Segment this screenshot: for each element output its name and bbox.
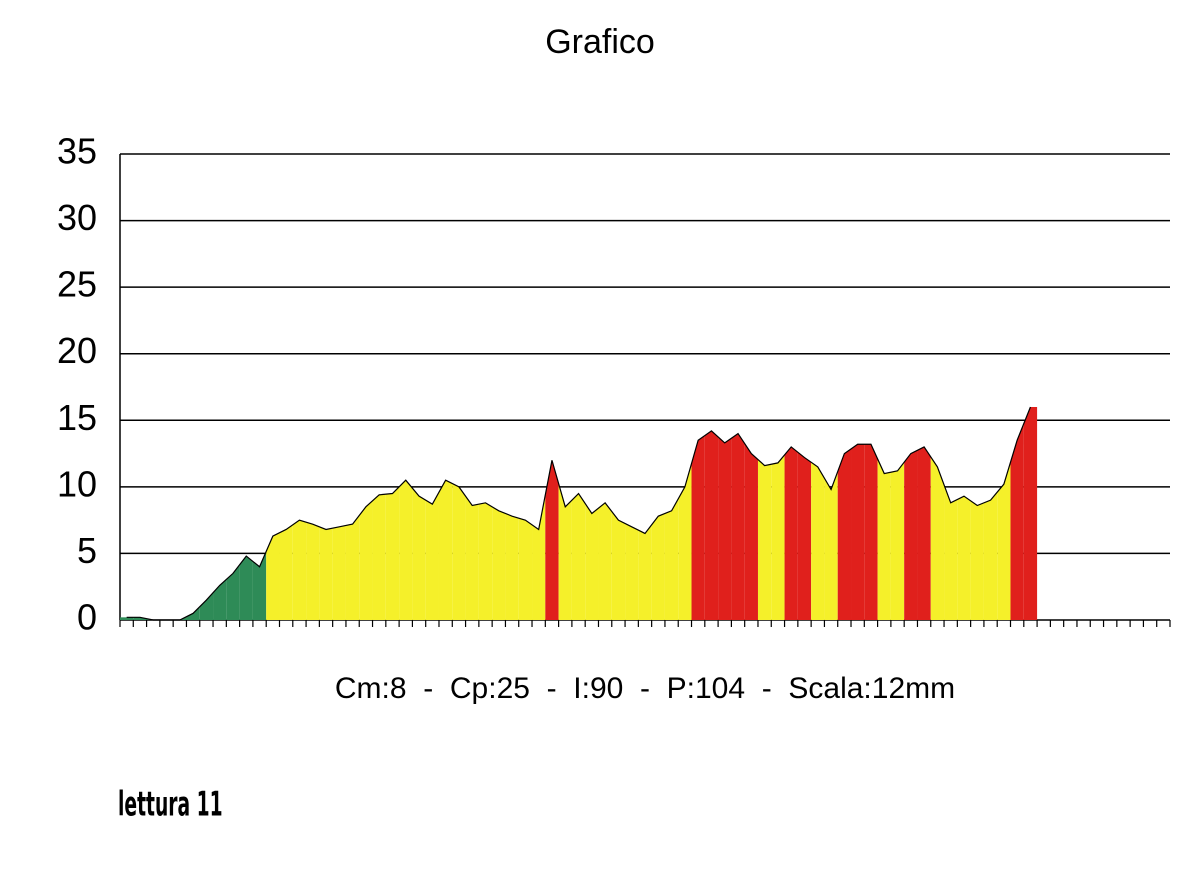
area-slice bbox=[1010, 423, 1024, 620]
area-slice bbox=[890, 462, 905, 620]
y-tick-label: 5 bbox=[77, 530, 97, 571]
area-slice bbox=[319, 526, 333, 620]
area-slice bbox=[252, 551, 267, 620]
area-slice bbox=[279, 524, 293, 620]
area-slice bbox=[731, 433, 745, 620]
area-slice bbox=[239, 556, 253, 620]
area-slice bbox=[718, 436, 732, 620]
y-tick-label: 15 bbox=[57, 397, 97, 438]
area-slice bbox=[465, 496, 479, 620]
area-slice bbox=[611, 511, 626, 620]
area-slice bbox=[385, 486, 400, 620]
y-tick-label: 0 bbox=[77, 597, 97, 638]
y-tick-label: 25 bbox=[57, 264, 97, 305]
chart-subtitle: Cm:8 - Cp:25 - I:90 - P:104 - Scala:12mm bbox=[335, 672, 955, 705]
y-tick-label: 10 bbox=[57, 463, 97, 504]
area-slice bbox=[664, 498, 679, 620]
area-slice bbox=[518, 518, 533, 620]
area-slice bbox=[917, 446, 931, 620]
area-slice bbox=[771, 454, 785, 620]
area-slice bbox=[930, 456, 945, 620]
area-slice bbox=[585, 503, 599, 620]
area-slice bbox=[757, 459, 772, 620]
area-slice bbox=[784, 446, 798, 620]
area-slice bbox=[944, 484, 958, 620]
area-slice bbox=[997, 462, 1011, 620]
area-slice bbox=[412, 488, 426, 620]
area-slice bbox=[638, 524, 652, 620]
area-slice bbox=[399, 480, 413, 620]
area-slice bbox=[571, 493, 586, 620]
area-slice bbox=[545, 460, 559, 620]
area-slice bbox=[837, 448, 852, 620]
area-slice bbox=[598, 502, 612, 620]
area-slice bbox=[1023, 406, 1038, 620]
area-slice bbox=[651, 513, 665, 620]
area-slice bbox=[877, 458, 891, 620]
area-outline bbox=[126, 406, 1031, 621]
area-slice bbox=[957, 496, 971, 620]
area-slice bbox=[292, 520, 307, 620]
area-slice bbox=[345, 515, 360, 620]
chart-title: Grafico bbox=[545, 23, 655, 61]
y-tick-label: 35 bbox=[57, 131, 97, 172]
area-slice bbox=[864, 444, 878, 620]
area-slice bbox=[505, 513, 519, 620]
area-slice bbox=[332, 525, 346, 620]
y-tick-label: 20 bbox=[57, 330, 97, 371]
area-slice bbox=[625, 523, 639, 620]
area-slice bbox=[797, 452, 812, 620]
area-slice bbox=[266, 532, 280, 620]
area-slice bbox=[824, 471, 838, 620]
area-slice bbox=[851, 444, 865, 620]
footnote: lettura 11 bbox=[118, 786, 223, 824]
area-slice bbox=[704, 430, 719, 620]
area-slice bbox=[904, 450, 918, 620]
y-tick-label: 30 bbox=[57, 197, 97, 238]
area-slice bbox=[173, 616, 187, 620]
area-slice bbox=[306, 522, 320, 620]
area-slice bbox=[678, 463, 692, 620]
area-slice bbox=[691, 435, 705, 620]
area-slice bbox=[492, 506, 506, 620]
area-slice bbox=[438, 480, 453, 620]
area-slice bbox=[811, 462, 825, 620]
area-slice bbox=[744, 443, 758, 620]
area-slice bbox=[558, 483, 572, 620]
area-slice bbox=[532, 494, 546, 620]
area-slice bbox=[425, 492, 439, 620]
area-slice bbox=[359, 500, 373, 620]
area-slice bbox=[226, 564, 240, 620]
area-slice bbox=[983, 492, 998, 620]
area-slice bbox=[970, 500, 984, 620]
area-slice bbox=[199, 592, 214, 620]
area-slice bbox=[478, 502, 493, 620]
area-slice bbox=[372, 494, 386, 620]
area-slice bbox=[452, 483, 466, 620]
area-slice bbox=[120, 617, 134, 620]
